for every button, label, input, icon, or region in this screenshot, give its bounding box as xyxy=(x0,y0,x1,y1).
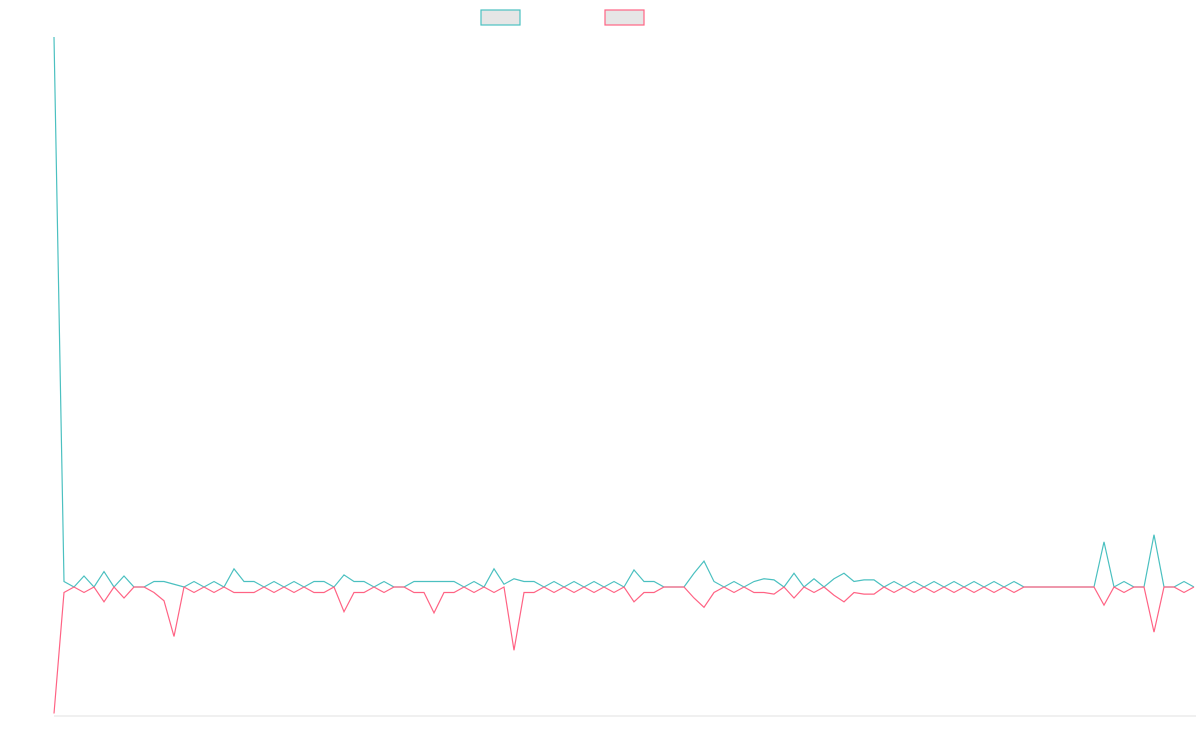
series-line xyxy=(53,586,1195,714)
series-line xyxy=(53,36,1195,588)
legend-swatch[interactable] xyxy=(604,9,645,26)
legend-swatch[interactable] xyxy=(480,9,521,26)
